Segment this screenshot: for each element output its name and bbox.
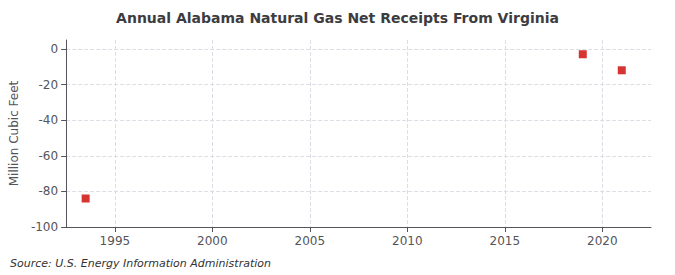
svg-text:-20: -20 (39, 78, 59, 92)
svg-text:1995: 1995 (100, 234, 131, 248)
svg-text:2015: 2015 (490, 234, 521, 248)
svg-text:0: 0 (50, 42, 58, 56)
svg-text:Source: U.S. Energy Informatio: Source: U.S. Energy Information Administ… (10, 257, 271, 270)
svg-text:-40: -40 (39, 113, 59, 127)
svg-text:2000: 2000 (197, 234, 228, 248)
svg-text:2020: 2020 (587, 234, 618, 248)
svg-text:2005: 2005 (295, 234, 326, 248)
svg-text:Million Cubic Feet: Million Cubic Feet (7, 80, 21, 186)
svg-text:-100: -100 (31, 220, 58, 234)
svg-text:-60: -60 (39, 149, 59, 163)
svg-text:Annual Alabama Natural Gas Net: Annual Alabama Natural Gas Net Receipts … (116, 10, 559, 26)
svg-text:2010: 2010 (392, 234, 423, 248)
svg-text:-80: -80 (39, 184, 59, 198)
